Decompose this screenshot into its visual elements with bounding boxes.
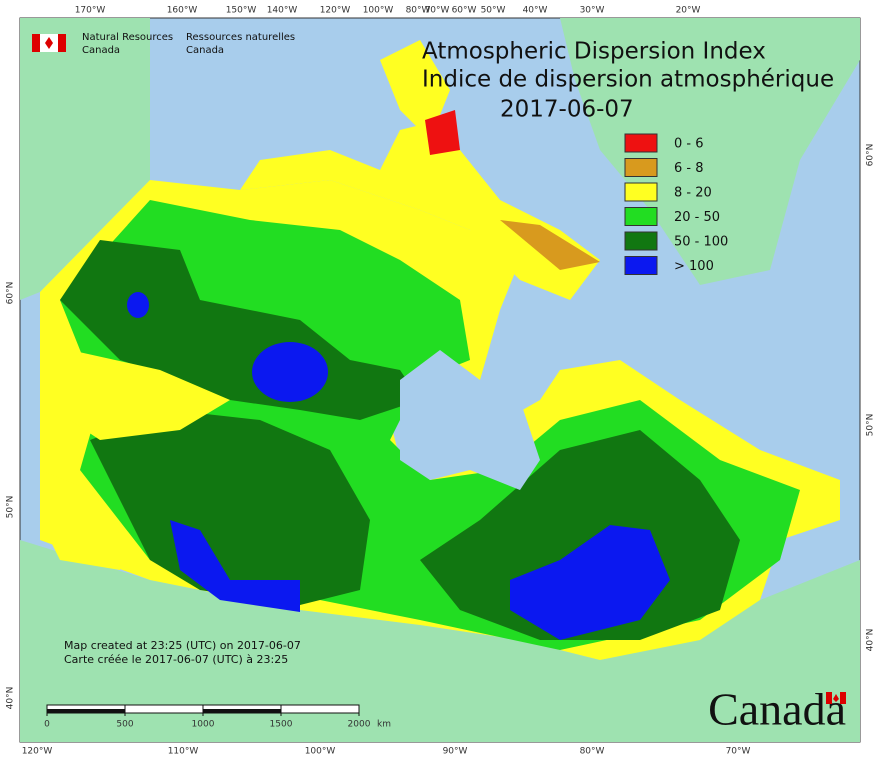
graticule-label: 140°W: [267, 6, 298, 16]
graticule-label: 70°W: [425, 6, 450, 16]
scale-segment: [47, 709, 125, 713]
scale-label: 1500: [270, 720, 293, 730]
legend-label: 20 - 50: [674, 210, 720, 225]
graticule-label: 60°W: [452, 6, 477, 16]
maple-leaf: [45, 37, 53, 49]
legend-label: 50 - 100: [674, 235, 728, 250]
zone-dark-prairie: [90, 410, 370, 605]
graticule-label: 100°W: [305, 747, 336, 757]
zone-blue-east: [510, 525, 670, 640]
maple-leaf: [833, 694, 839, 702]
graticule-label: 20°W: [676, 6, 701, 16]
graticule-label: 100°W: [363, 6, 394, 16]
alaska: [20, 18, 150, 300]
scale-label: 1000: [192, 720, 215, 730]
graticule-label: 50°N: [6, 496, 16, 519]
graticule-label: 30°W: [580, 6, 605, 16]
zone-yellow-west: [70, 350, 230, 440]
graticule-label: 60°N: [866, 144, 876, 167]
credit: Carte créée le 2017-06-07 (UTC) à 23:25: [64, 653, 288, 666]
graticule-label: 80°W: [406, 6, 431, 16]
hudson-bay: [400, 350, 540, 490]
ellesmere: [380, 40, 450, 140]
zone-yellow-coast: [40, 470, 130, 570]
wordmark-flag: [826, 692, 846, 704]
scale-label: 0: [44, 720, 50, 730]
graticule-label: 160°W: [167, 6, 198, 16]
title-en: Atmospheric Dispersion Index: [422, 39, 766, 65]
flag-bar: [32, 34, 40, 52]
graticule-label: 40°W: [523, 6, 548, 16]
credit: Map created at 23:25 (UTC) on 2017-06-07: [64, 639, 301, 652]
date: 2017-06-07: [500, 97, 634, 123]
graticule-label: 60°N: [6, 282, 16, 305]
wordmark: Canada: [708, 684, 846, 735]
arctic-islands: [240, 120, 600, 300]
zone-dark-north: [60, 240, 420, 420]
zone-red-arctic: [425, 110, 460, 155]
legend-swatch: [624, 231, 658, 251]
legend-swatch: [624, 256, 658, 275]
agency-fr: Canada: [186, 45, 224, 56]
flag-bar: [840, 692, 846, 704]
scale-label: 2000: [348, 720, 371, 730]
legend-swatch: [624, 158, 658, 177]
graticule-label: 80°W: [580, 747, 605, 757]
agency-en: Natural Resources: [82, 32, 173, 43]
graticule-label: 40°N: [6, 687, 16, 710]
scale-segment: [203, 709, 281, 713]
agency-en: Canada: [82, 45, 120, 56]
greenland: [560, 18, 860, 285]
graticule-label: 40°N: [866, 629, 876, 652]
legend-label: 6 - 8: [674, 161, 704, 176]
graticule-label: 120°W: [22, 747, 53, 757]
zone-blue-north: [252, 342, 328, 402]
graticule-label: 110°W: [168, 747, 199, 757]
legend-swatch: [624, 207, 658, 226]
graticule: 170°W 160°W 150°W 140°W 120°W 100°W 80°W70°W 60…: [6, 6, 876, 757]
legend-label: > 100: [674, 259, 714, 274]
scale-label: 500: [116, 720, 133, 730]
legend-label: 8 - 20: [674, 186, 712, 201]
graticule-label: 50°W: [481, 6, 506, 16]
zone-orange-arctic: [500, 220, 600, 270]
legend-swatch: [624, 182, 658, 202]
agency-fr: Ressources naturelles: [186, 32, 295, 43]
flag-bar: [826, 692, 832, 704]
graticule-label: 170°W: [75, 6, 106, 16]
legend-swatch: [624, 133, 658, 153]
graticule-label: 150°W: [226, 6, 257, 16]
zone-blue-prairie: [170, 520, 300, 612]
flag-bar: [58, 34, 66, 52]
graticule-label: 50°N: [866, 414, 876, 437]
graticule-label: 70°W: [726, 747, 751, 757]
graticule-label: 120°W: [320, 6, 351, 16]
graticule-label: 90°W: [443, 747, 468, 757]
zone-blue-yukon: [127, 292, 149, 318]
usa: [20, 540, 860, 742]
map-layers: [20, 18, 860, 742]
scale-unit: km: [377, 720, 391, 730]
title-fr: Indice de dispersion atmosphérique: [422, 67, 834, 93]
logo: [32, 34, 66, 52]
scale-bar: 0 500 1000 1500 2000 km: [44, 704, 391, 730]
legend-label: 0 - 6: [674, 137, 704, 152]
legend: 0 - 6 6 - 8 8 - 20 20 - 50 50 - 100 > 100: [624, 133, 728, 275]
